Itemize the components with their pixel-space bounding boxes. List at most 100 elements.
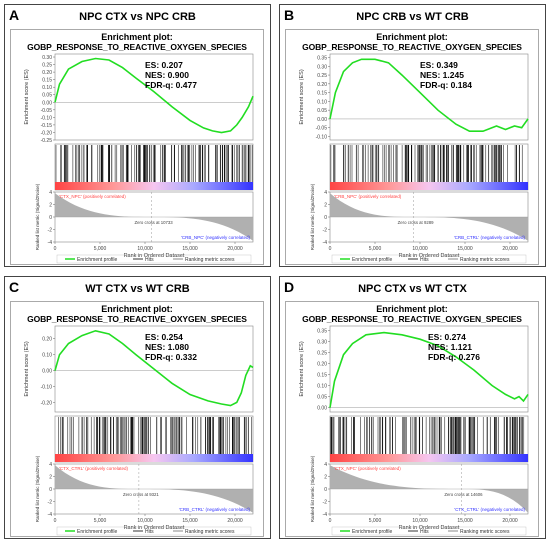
hits-group	[330, 417, 525, 454]
x-axis-label: Rank in Ordered Dataset	[399, 525, 460, 531]
plot-subtitle: Enrichment plot:	[376, 32, 448, 42]
metric-tick-label: -4	[323, 240, 328, 246]
y-tick-label: 0.00	[317, 406, 327, 412]
y-tick-label: 0.25	[42, 63, 52, 69]
stat-label: FDR-q: 0.276	[428, 352, 480, 362]
x-tick-label: 20,000	[502, 246, 518, 252]
metric-tick-label: 0	[324, 215, 327, 221]
legend-box	[56, 526, 252, 536]
metric-tick-label: 4	[324, 462, 327, 468]
stat-label: FDR-q: 0.184	[420, 80, 472, 90]
negative-correlation-label: 'CTX_CTRL' (negatively correlated)	[454, 507, 525, 512]
legend-profile-label: Enrichment profile	[352, 257, 393, 263]
es-plot-frame	[329, 325, 529, 413]
legend-box	[331, 254, 527, 264]
x-tick-label: 20,000	[227, 246, 243, 252]
x-tick-label: 10,000	[412, 246, 428, 252]
legend-metric-label: Ranking metric scores	[460, 529, 510, 535]
y-tick-label: 0.20	[317, 361, 327, 367]
legend-metric-label: Ranking metric scores	[185, 529, 235, 535]
x-tick-label: 15,000	[457, 518, 473, 524]
x-tick-label: 20,000	[502, 518, 518, 524]
metric-tick-label: -2	[323, 500, 328, 506]
gsea-panel-b: B NPC CRB vs WT CRB Enrichment plot: GOB…	[279, 4, 546, 267]
y-tick-label: 0.00	[42, 100, 52, 106]
legend-profile-label: Enrichment profile	[352, 529, 393, 535]
y-tick-label: -0.15	[41, 123, 53, 129]
metric-tick-label: -2	[323, 228, 328, 234]
y-tick-label: 0.05	[317, 395, 327, 401]
y-tick-label: 0.15	[317, 373, 327, 379]
metric-tick-label: 2	[324, 203, 327, 209]
metric-tick-label: -2	[48, 228, 53, 234]
positive-correlation-label: 'CTX_CTRL' (positively correlated)	[59, 466, 128, 471]
x-tick-label: 5,000	[94, 518, 107, 524]
metric-tick-label: -4	[323, 512, 328, 518]
x-axis-label: Rank in Ordered Dataset	[124, 525, 185, 531]
panel-title: NPC CRB vs WT CRB	[356, 11, 469, 23]
y-tick-label: -0.05	[41, 108, 53, 114]
metric-tick-label: 4	[49, 462, 52, 468]
gsea-chart: -0.10 -0.05 0.00 0.05 0.10 0.15 0.20 0.25 0.30 0.…	[299, 53, 529, 264]
x-tick-label: 5,000	[369, 246, 382, 252]
x-tick-label: 15,000	[182, 246, 198, 252]
metric-axis-label: Ranked list metric (Signal2Noise)	[310, 183, 315, 250]
metric-tick-label: -4	[48, 512, 53, 518]
metric-tick-label: 4	[324, 190, 327, 196]
y-axis-label: Enrichment score (ES)	[24, 341, 30, 396]
plot-subtitle: Enrichment plot:	[376, 304, 448, 314]
negative-correlation-label: 'CRB_CTRL' (negatively correlated)	[179, 507, 251, 512]
x-tick-label: 0	[329, 246, 332, 252]
x-tick-label: 15,000	[457, 246, 473, 252]
y-tick-label: 0.30	[42, 55, 52, 61]
metric-tick-label: 0	[49, 487, 52, 493]
x-tick-label: 20,000	[227, 518, 243, 524]
legend-hits-label: Hits	[145, 529, 154, 535]
y-tick-label: 0.20	[42, 337, 52, 343]
y-tick-label: 0.05	[317, 108, 327, 114]
ranking-color-bar	[55, 454, 253, 462]
metric-axis-label: Ranked list metric (Signal2Noise)	[35, 455, 40, 522]
gsea-panel-c: C WT CTX vs WT CRB Enrichment plot: GOBP…	[4, 276, 271, 539]
y-tick-label: -0.10	[316, 134, 328, 140]
zero-cross-label: Zero cross at 9321	[123, 492, 159, 497]
x-tick-label: 0	[54, 246, 57, 252]
gene-set-name: GOBP_RESPONSE_TO_REACTIVE_OXYGEN_SPECIES	[302, 42, 522, 52]
panel-title: NPC CTX vs NPC CRB	[79, 11, 196, 23]
enrichment-plot: Enrichment plot: GOBP_RESPONSE_TO_REACTI…	[285, 29, 539, 265]
zero-cross-label: Zero cross at 14606	[444, 492, 483, 497]
legend-hits-label: Hits	[420, 529, 429, 535]
stat-label: FDR-q: 0.332	[145, 352, 197, 362]
gene-set-name: GOBP_RESPONSE_TO_REACTIVE_OXYGEN_SPECIES	[27, 314, 247, 324]
legend-hits-label: Hits	[145, 257, 154, 263]
x-tick-label: 15,000	[182, 518, 198, 524]
plot-subtitle: Enrichment plot:	[101, 304, 173, 314]
y-axis-label: Enrichment score (ES)	[24, 69, 30, 124]
y-tick-label: 0.05	[42, 93, 52, 99]
gsea-chart: 0.00 0.05 0.10 0.15 0.20 0.25 0.30 0.35 Enrichme…	[299, 325, 529, 536]
metric-tick-label: 0	[49, 215, 52, 221]
zero-cross-label: Zero cross at 9289	[398, 220, 434, 225]
metric-axis-label: Ranked list metric (Signal2Noise)	[310, 455, 315, 522]
negative-correlation-label: 'CRB_NPC' (negatively correlated)	[181, 235, 250, 240]
ranking-color-bar	[330, 182, 528, 190]
y-tick-label: -0.05	[316, 126, 328, 132]
y-tick-label: 0.00	[42, 369, 52, 375]
plot-subtitle: Enrichment plot:	[101, 32, 173, 42]
ranking-color-bar	[55, 182, 253, 190]
gene-set-name: GOBP_RESPONSE_TO_REACTIVE_OXYGEN_SPECIES	[302, 314, 522, 324]
y-tick-label: 0.10	[317, 384, 327, 390]
y-tick-label: 0.25	[317, 73, 327, 79]
enrichment-plot: Enrichment plot: GOBP_RESPONSE_TO_REACTI…	[285, 301, 539, 537]
legend-box	[331, 526, 527, 536]
y-tick-label: 0.35	[317, 56, 327, 62]
y-tick-label: 0.15	[42, 78, 52, 84]
metric-tick-label: 2	[324, 475, 327, 481]
legend-profile-label: Enrichment profile	[77, 529, 118, 535]
stat-label: ES: 0.349	[420, 60, 458, 70]
panel-letter: C	[9, 279, 20, 295]
es-plot-frame	[329, 53, 529, 141]
gsea-chart: -0.20 -0.10 0.00 0.10 0.20 Enrichment score (…	[24, 325, 254, 536]
metric-tick-label: 4	[49, 190, 52, 196]
metric-tick-label: 2	[49, 475, 52, 481]
